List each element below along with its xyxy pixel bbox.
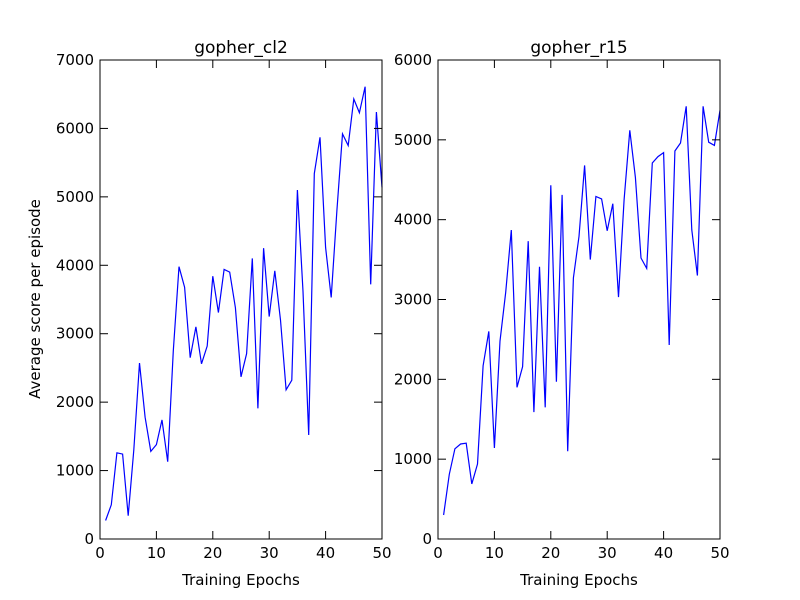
axes-frame <box>99 59 383 540</box>
y-tick-label: 2000 <box>394 370 432 388</box>
chart-title: gopher_r15 <box>530 38 627 58</box>
chart-gopher-cl2: gopher_cl2 0 10 20 30 40 50 0 1000 2000 3000 4000 5… <box>26 38 392 589</box>
x-axis-label: Training Epochs <box>181 571 300 589</box>
x-tick-label: 30 <box>598 544 617 562</box>
x-tick-label: 0 <box>433 544 443 562</box>
plot-area: 0 10 20 30 40 50 0 1000 2000 3000 4000 5000 6000 <box>394 51 730 562</box>
series-line <box>443 106 721 516</box>
x-tick-label: 20 <box>541 544 560 562</box>
x-tick-label: 0 <box>95 544 105 562</box>
x-tick-label: 30 <box>260 544 279 562</box>
x-axis-label: Training Epochs <box>519 571 638 589</box>
x-tick-label: 10 <box>147 544 166 562</box>
y-tick-label: 4000 <box>394 211 432 229</box>
chart-title: gopher_cl2 <box>194 38 288 58</box>
x-tick-label: 20 <box>203 544 222 562</box>
x-tick-label: 50 <box>372 544 391 562</box>
x-tick-label: 50 <box>710 544 729 562</box>
y-axis-label: Average score per episode <box>26 199 44 399</box>
y-tick-label: 5000 <box>394 131 432 149</box>
y-tick-label: 2000 <box>56 393 94 411</box>
y-tick-label: 1000 <box>394 450 432 468</box>
y-tick-label: 4000 <box>56 256 94 274</box>
y-tick-label: 3000 <box>56 325 94 343</box>
y-tick-label: 0 <box>422 530 432 548</box>
y-tick-label: 1000 <box>56 462 94 480</box>
x-tick-label: 10 <box>485 544 504 562</box>
y-tick-label: 7000 <box>56 51 94 69</box>
series-line <box>105 86 383 521</box>
x-tick-label: 40 <box>654 544 673 562</box>
axes-frame <box>437 59 721 540</box>
y-tick-label: 6000 <box>394 51 432 69</box>
chart-gopher-r15: gopher_r15 0 10 20 30 40 50 0 1000 2000 3000 4000 5… <box>394 38 730 589</box>
x-tick-label: 40 <box>316 544 335 562</box>
y-tick-label: 3000 <box>394 291 432 309</box>
y-tick-label: 0 <box>84 530 94 548</box>
y-tick-label: 6000 <box>56 119 94 137</box>
y-tick-label: 5000 <box>56 188 94 206</box>
plot-area: 0 10 20 30 40 50 0 1000 2000 3000 4000 5000 6000 7000 <box>56 51 392 562</box>
